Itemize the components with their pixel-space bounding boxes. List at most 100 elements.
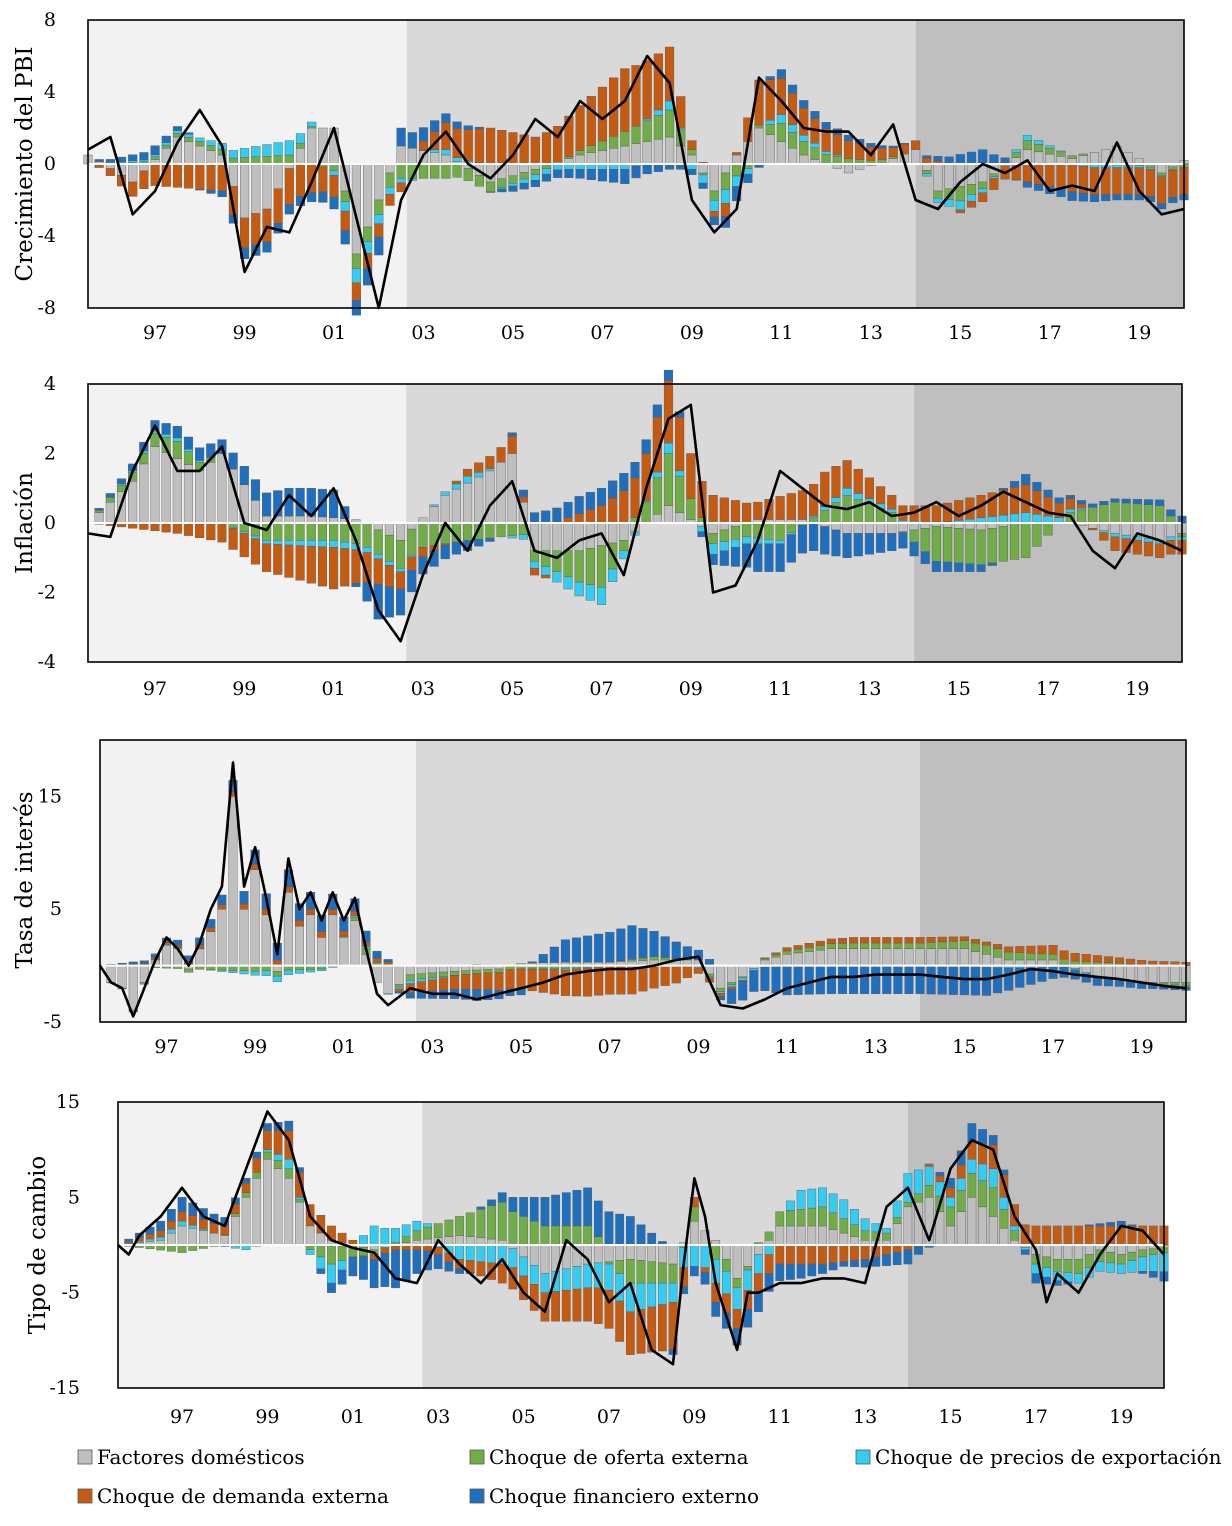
bar-financial	[593, 1200, 603, 1237]
bar-domestic	[732, 1244, 742, 1279]
bar-supply	[776, 123, 786, 142]
bar-supply	[184, 137, 194, 142]
bar-demand	[418, 140, 429, 151]
bar-domestic	[161, 945, 172, 966]
bar-domestic	[1099, 522, 1109, 532]
bar-financial	[455, 1268, 464, 1274]
bar-supply	[775, 522, 785, 541]
bar-supply	[284, 1168, 294, 1179]
bar-supply	[563, 550, 573, 578]
bar-demand	[1015, 946, 1025, 953]
bar-demand	[1084, 1225, 1094, 1246]
series-line	[87, 54, 1185, 310]
bar-financial	[1103, 979, 1113, 987]
bar-demand	[1045, 163, 1055, 187]
bar-export_prices	[561, 1268, 571, 1291]
bar-financial	[1143, 499, 1154, 505]
bar-supply	[150, 433, 160, 447]
bar-supply	[496, 522, 506, 538]
bar-supply	[508, 175, 518, 184]
bar-domestic	[716, 965, 726, 989]
bar-supply	[978, 181, 988, 189]
bar-domestic	[462, 482, 473, 524]
bar-export_prices	[340, 201, 350, 212]
bar-financial	[1099, 501, 1109, 505]
bar-supply	[893, 942, 903, 949]
bar-domestic	[465, 1236, 475, 1246]
bar-financial	[396, 588, 406, 616]
bar-demand	[924, 1163, 934, 1167]
bar-export_prices	[273, 1154, 283, 1161]
y-axis-label: Tipo de cambio	[25, 1156, 51, 1335]
bar-export_prices	[604, 1263, 614, 1291]
bar-supply	[987, 528, 997, 564]
bar-export_prices	[743, 1269, 753, 1291]
bar-export_prices	[362, 547, 372, 553]
bar-demand	[374, 223, 384, 238]
bar-financial	[978, 149, 988, 165]
bar-demand	[786, 493, 796, 520]
y-tick-label: -5	[43, 1011, 62, 1033]
bar-supply	[742, 522, 752, 538]
bar-supply	[1132, 503, 1142, 524]
bar-supply	[306, 522, 316, 541]
bar-financial	[966, 151, 977, 165]
bar-domestic	[727, 965, 737, 983]
bar-supply	[1045, 147, 1055, 155]
bar-financial	[679, 1286, 689, 1295]
bar-export_prices	[306, 540, 316, 547]
x-tick-label: 97	[143, 322, 167, 344]
bar-demand	[797, 490, 808, 520]
bar-domestic	[892, 1223, 902, 1246]
bar-export_prices	[188, 1224, 198, 1229]
bar-export_prices	[690, 1244, 699, 1267]
bar-domestic	[893, 948, 903, 966]
bar-financial	[909, 541, 919, 557]
bar-export_prices	[519, 1256, 528, 1277]
bar-supply	[494, 968, 504, 973]
bar-export_prices	[553, 164, 563, 171]
bar-supply	[1157, 172, 1167, 176]
bar-financial	[497, 1192, 507, 1203]
bar-supply	[463, 168, 473, 181]
bar-domestic	[374, 163, 384, 201]
bar-financial	[444, 1261, 454, 1272]
bar-financial	[809, 522, 819, 551]
bar-domestic	[306, 914, 316, 966]
x-tick-label: 13	[853, 1406, 877, 1428]
x-tick-label: 09	[679, 678, 703, 700]
bar-domestic	[485, 470, 495, 524]
bar-demand	[476, 1261, 486, 1277]
bar-financial	[1088, 503, 1098, 508]
bar-export_prices	[239, 531, 249, 534]
bar-financial	[775, 1263, 785, 1281]
bar-supply	[329, 522, 339, 541]
series-line	[117, 1110, 1165, 1366]
bar-financial	[631, 165, 641, 179]
bar-supply	[529, 1220, 539, 1246]
bar-export_prices	[184, 134, 194, 138]
bar-demand	[396, 182, 406, 193]
bar-financial	[441, 113, 451, 123]
bar-demand	[915, 937, 925, 944]
bar-export_prices	[1127, 1260, 1137, 1273]
bar-export_prices	[369, 1225, 379, 1246]
bar-export_prices	[507, 535, 517, 539]
bar-financial	[529, 1197, 539, 1222]
bar-demand	[206, 163, 216, 191]
bar-demand	[989, 178, 999, 190]
bar-demand	[372, 957, 382, 963]
bar-export_prices	[427, 977, 437, 980]
bar-supply	[788, 132, 798, 149]
bar-financial	[412, 1249, 422, 1274]
bar-demand	[306, 545, 316, 584]
bar-demand	[250, 538, 261, 565]
bar-demand	[893, 937, 903, 944]
bar-financial	[922, 155, 932, 159]
bar-domestic	[240, 163, 250, 219]
bar-supply	[385, 172, 395, 188]
bar-demand	[529, 1284, 539, 1311]
bar-supply	[926, 942, 936, 949]
bar-supply	[743, 1266, 753, 1271]
bar-demand	[978, 192, 988, 203]
